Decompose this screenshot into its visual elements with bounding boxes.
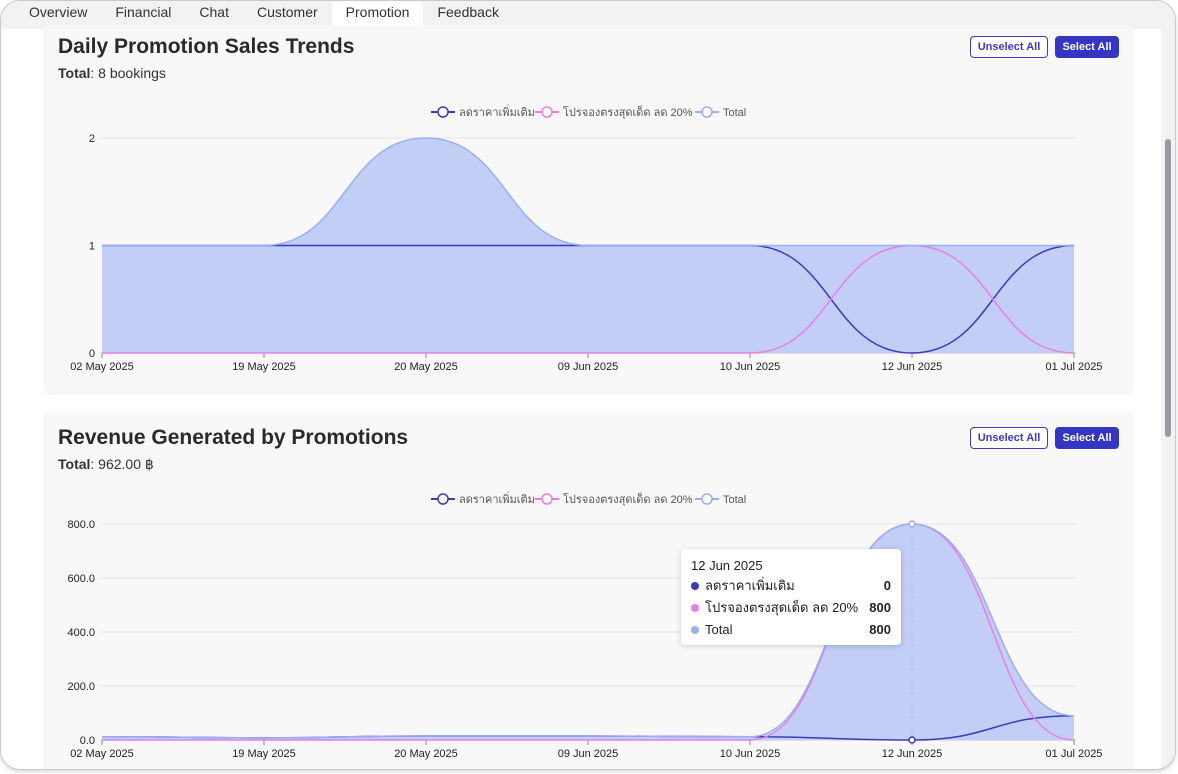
tooltip-series-value: 800 bbox=[869, 600, 891, 615]
x-tick-label: 12 Jun 2025 bbox=[882, 361, 943, 373]
vertical-scrollbar[interactable] bbox=[1161, 29, 1175, 769]
x-tick-label: 10 Jun 2025 bbox=[720, 361, 781, 373]
total-label: Total bbox=[58, 456, 91, 472]
series-line-2 bbox=[101, 244, 1075, 354]
x-tick-label: 12 Jun 2025 bbox=[882, 748, 943, 760]
x-tick-label: 19 May 2025 bbox=[232, 361, 296, 373]
tooltip-series-value: 0 bbox=[883, 578, 891, 593]
x-tick-label: 09 Jun 2025 bbox=[558, 748, 619, 760]
y-tick-label: 1 bbox=[89, 241, 95, 253]
y-tick-label: 600.0 bbox=[67, 573, 95, 585]
unselect-all-button[interactable]: Unselect All bbox=[970, 427, 1048, 449]
y-tick-label: 400.0 bbox=[67, 627, 95, 639]
legend-marker bbox=[701, 106, 713, 118]
tooltip-series-name: Total bbox=[705, 622, 733, 637]
tooltip-row: Total 800 bbox=[691, 621, 891, 639]
tab-feedback[interactable]: Feedback bbox=[437, 4, 499, 20]
series-dot-icon bbox=[691, 581, 699, 590]
hover-point bbox=[908, 736, 916, 744]
unselect-all-button[interactable]: Unselect All bbox=[970, 36, 1048, 58]
y-tick-label: 2 bbox=[89, 133, 95, 145]
x-tick-label: 19 May 2025 bbox=[232, 748, 296, 760]
series-dot-icon bbox=[691, 625, 699, 634]
y-tick-label: 200.0 bbox=[67, 681, 95, 693]
tab-customer[interactable]: Customer bbox=[256, 4, 318, 20]
tab-financial[interactable]: Financial bbox=[115, 4, 172, 20]
card-total: Total: 962.00 ฿ bbox=[58, 456, 154, 473]
tooltip-series-name: โปรจองตรงสุดเด็ด ลด 20% bbox=[705, 600, 859, 615]
tooltip-row: โปรจองตรงสุดเด็ด ลด 20% 800 bbox=[691, 599, 891, 617]
legend-entry: ลดราคาเพิ่มเติม bbox=[459, 491, 535, 506]
tab-chat[interactable]: Chat bbox=[199, 4, 229, 20]
x-tick-label: 20 May 2025 bbox=[394, 361, 458, 373]
legend-entry: โปรจองตรงสุดเด็ด ลด 20% bbox=[563, 105, 693, 119]
legend-entry: โปรจองตรงสุดเด็ด ลด 20% bbox=[563, 492, 693, 506]
legend-marker bbox=[437, 493, 449, 505]
legend-entry: Total bbox=[723, 107, 746, 119]
tooltip-series-value: 800 bbox=[869, 622, 891, 637]
hover-point bbox=[908, 520, 916, 528]
x-tick-label: 02 May 2025 bbox=[70, 748, 134, 760]
select-all-button[interactable]: Select All bbox=[1055, 36, 1119, 58]
tab-overview[interactable]: Overview bbox=[29, 4, 88, 20]
tab-promotion[interactable]: Promotion bbox=[331, 1, 424, 29]
card-total: Total: 8 bookings bbox=[58, 65, 166, 81]
legend-marker bbox=[437, 106, 449, 118]
legend-entry: ลดราคาเพิ่มเติม bbox=[459, 104, 535, 119]
total-area bbox=[102, 524, 1074, 740]
x-tick-label: 02 May 2025 bbox=[70, 361, 134, 373]
tooltip-date: 12 Jun 2025 bbox=[691, 558, 763, 573]
card-title: Revenue Generated by Promotions bbox=[58, 426, 409, 449]
x-tick-label: 09 Jun 2025 bbox=[558, 361, 619, 373]
series-line-3 bbox=[102, 137, 1074, 247]
total-label: Total bbox=[58, 65, 91, 81]
select-all-button[interactable]: Select All bbox=[1055, 427, 1119, 449]
total-value: : 962.00 ฿ bbox=[90, 456, 154, 472]
series-line-3 bbox=[101, 523, 1075, 739]
x-tick-label: 20 May 2025 bbox=[394, 748, 458, 760]
legend-entry: Total bbox=[723, 494, 746, 506]
series-dot-icon bbox=[691, 603, 699, 612]
x-tick-label: 10 Jun 2025 bbox=[720, 748, 781, 760]
legend-marker bbox=[541, 106, 553, 118]
tooltip-row: ลดราคาเพิ่มเติม 0 bbox=[691, 577, 891, 595]
y-tick-label: 0.0 bbox=[80, 735, 95, 747]
legend-marker bbox=[701, 493, 713, 505]
chart-tooltip: 12 Jun 2025 ลดราคาเพิ่มเติม 0 โปรจองตรงส… bbox=[681, 549, 901, 645]
x-tick-label: 01 Jul 2025 bbox=[1046, 361, 1103, 373]
y-tick-label: 0 bbox=[89, 348, 95, 360]
scrollbar-thumb[interactable] bbox=[1165, 139, 1171, 437]
total-value: : 8 bookings bbox=[90, 65, 166, 81]
tab-bar: Overview Financial Chat Customer Promoti… bbox=[1, 1, 1175, 29]
series-line-2 bbox=[102, 523, 1075, 741]
card-title: Daily Promotion Sales Trends bbox=[58, 35, 355, 58]
y-tick-label: 800.0 bbox=[67, 519, 95, 531]
x-tick-label: 01 Jul 2025 bbox=[1046, 748, 1103, 760]
tooltip-series-name: ลดราคาเพิ่มเติม bbox=[705, 578, 795, 593]
legend-marker bbox=[541, 493, 553, 505]
